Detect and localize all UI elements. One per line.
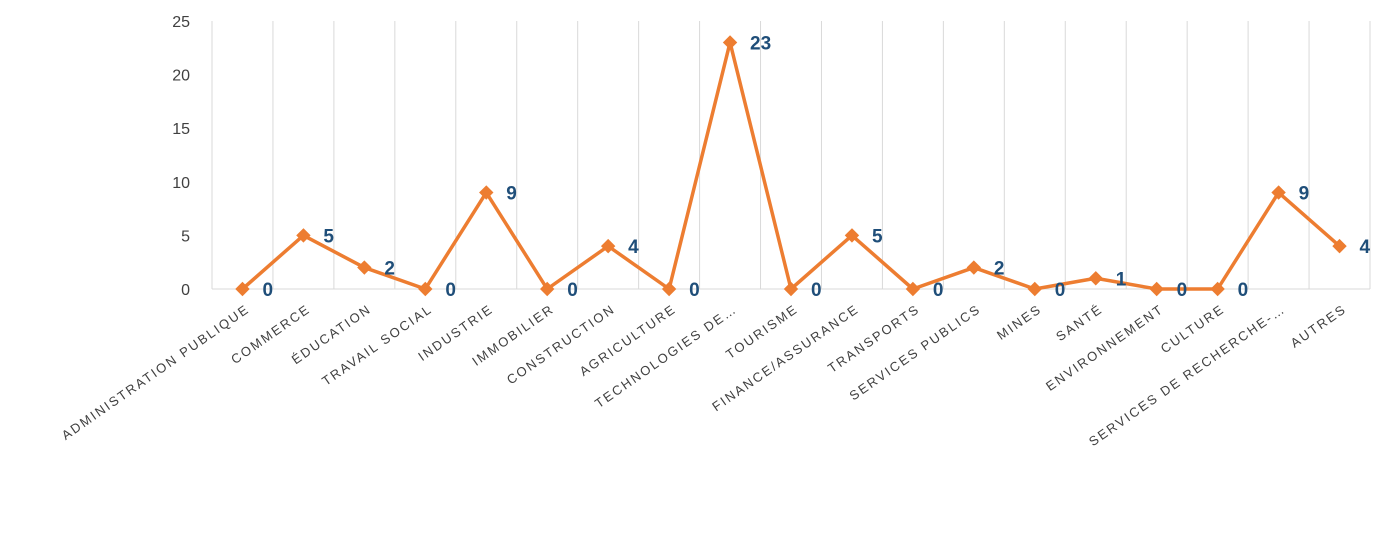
data-label: 5 (323, 226, 334, 247)
data-point-marker (1210, 281, 1225, 297)
data-label: 1 (1116, 269, 1127, 290)
y-axis-ticks: 0 5 10 15 20 25 (172, 14, 190, 299)
x-tick-label: MINES (994, 301, 1045, 343)
data-label: 0 (1238, 280, 1249, 301)
data-label: 23 (750, 33, 771, 54)
data-label: 0 (811, 280, 822, 301)
data-labels: 0 5 2 0 9 0 4 0 23 0 5 0 2 0 1 0 0 9 4 (262, 33, 1370, 301)
x-tick-label: TRAVAIL SOCIAL (319, 301, 435, 388)
series-line (240, 40, 1342, 291)
y-tick-label: 10 (172, 175, 190, 192)
data-point-marker (722, 35, 738, 50)
data-point-marker (1332, 238, 1347, 254)
data-point-marker (661, 281, 677, 297)
series-line-layer (240, 40, 1342, 291)
data-point-marker (600, 238, 616, 254)
data-label: 9 (506, 184, 517, 205)
data-label: 0 (933, 280, 944, 301)
data-label: 5 (872, 226, 883, 247)
data-label: 0 (1177, 280, 1188, 301)
gridlines (211, 21, 1371, 290)
x-tick-label: ENVIRONNEMENT (1043, 301, 1166, 394)
x-tick-label: CONSTRUCTION (504, 301, 618, 387)
data-point-marker (418, 281, 433, 297)
y-tick-label: 20 (172, 68, 190, 85)
x-tick-label: AUTRES (1288, 301, 1350, 350)
data-point-marker (479, 185, 494, 200)
y-tick-label: 5 (181, 228, 190, 245)
data-point-marker (1027, 281, 1042, 297)
data-label: 0 (567, 280, 578, 301)
data-label: 4 (1360, 237, 1371, 258)
y-tick-label: 0 (181, 282, 190, 299)
x-tick-label: ADMINISTRATION PUBLIQUE (59, 301, 252, 443)
data-label: 0 (1055, 280, 1066, 301)
data-label: 0 (445, 280, 456, 301)
data-label: 9 (1299, 184, 1310, 205)
data-point-marker (540, 281, 555, 297)
data-markers (235, 35, 1347, 297)
data-label: 2 (384, 259, 395, 280)
data-point-marker (235, 281, 250, 297)
y-tick-label: 25 (172, 14, 190, 31)
data-point-marker (357, 260, 372, 275)
data-point-marker (1149, 281, 1164, 297)
data-point-marker (296, 228, 311, 243)
x-axis-ticks: ADMINISTRATION PUBLIQUECOMMERCEÉDUCATION… (59, 301, 1349, 449)
data-point-marker (783, 281, 799, 297)
data-point-marker (905, 281, 921, 297)
data-label: 0 (262, 280, 273, 301)
data-point-marker (844, 228, 860, 243)
y-tick-label: 15 (172, 121, 190, 138)
data-label: 0 (689, 280, 700, 301)
data-point-marker (1088, 271, 1103, 286)
x-tick-label: SANTÉ (1053, 301, 1105, 344)
data-label: 4 (628, 237, 639, 258)
data-label: 2 (994, 259, 1005, 280)
data-point-marker (1271, 185, 1286, 200)
data-point-marker (966, 260, 982, 275)
